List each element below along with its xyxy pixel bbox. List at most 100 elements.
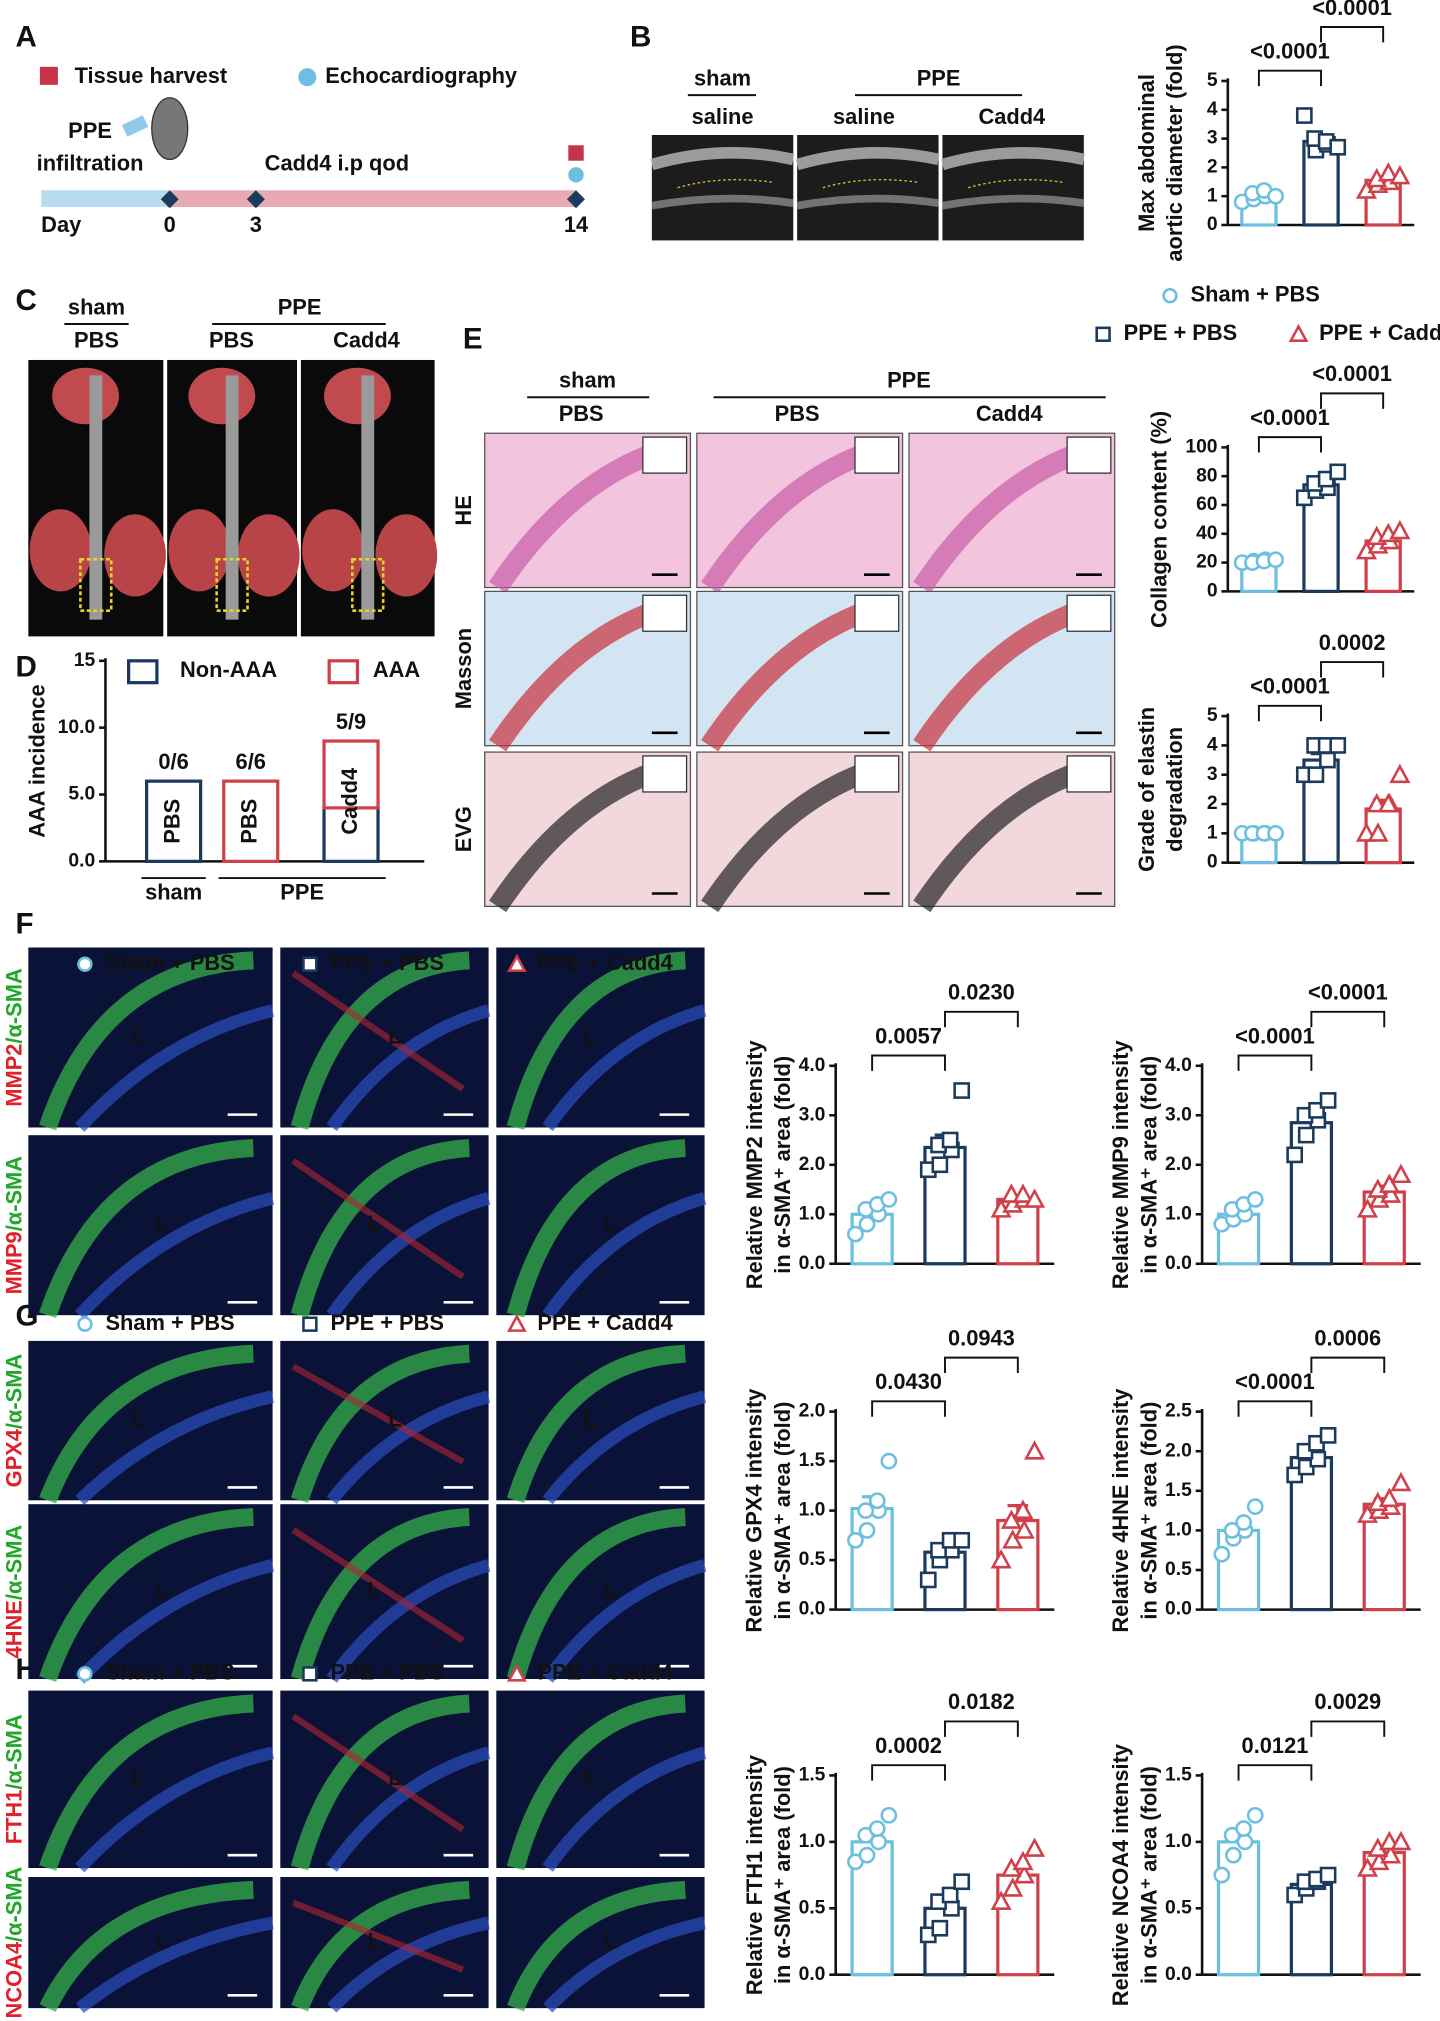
vessel-wall: [650, 147, 795, 171]
legend-icon: [506, 953, 527, 972]
y-tick-label: 1.0: [799, 1831, 826, 1852]
y-tick-label: 10.0: [58, 717, 95, 738]
tissue-signal: [290, 1139, 470, 1318]
aorta: [361, 375, 375, 620]
y-axis-label: Relative MMP2 intensity: [742, 1040, 767, 1290]
tissue-signal: [39, 1694, 254, 1871]
stain-marker: MMP9: [1, 1231, 26, 1294]
category-label: PBS: [159, 799, 184, 844]
legend-icon: [127, 659, 159, 685]
panel-label: B: [630, 20, 651, 53]
y-tick-label: 3.0: [1165, 1104, 1192, 1125]
y-axis-label: Relative FTH1 intensity: [742, 1754, 767, 1995]
tissue-signal: [506, 1344, 686, 1503]
aorta: [89, 375, 103, 620]
lumen-outline: [967, 179, 1065, 189]
data-point: [1225, 1846, 1242, 1864]
data-point: [1246, 1806, 1264, 1824]
data-point: [990, 1549, 1012, 1569]
data-point: [1223, 1522, 1241, 1539]
p-value: 0.0006: [1314, 1325, 1381, 1350]
stain-marker: /α-SMA: [1, 968, 26, 1044]
y-tick-label: 3: [1207, 764, 1218, 785]
p-value: 0.0121: [1242, 1733, 1309, 1758]
y-tick-label: 0: [1207, 580, 1218, 601]
y-axis-label: Collagen content (%): [1147, 411, 1172, 628]
data-point: [1319, 1092, 1337, 1109]
data-point: [1013, 1519, 1035, 1539]
significance-bracket: [1257, 704, 1322, 722]
p-value: <0.0001: [1250, 405, 1330, 430]
y-tick-label: 2: [1207, 793, 1218, 814]
tissue-signal: [75, 1746, 275, 1873]
column-subheader: PBS: [775, 401, 820, 426]
tissue-signal: [39, 1139, 254, 1319]
kidney: [104, 514, 166, 597]
y-tick-label: 1.5: [1165, 1480, 1192, 1501]
data-point: [1319, 1866, 1337, 1884]
lumen-label: L: [156, 1577, 169, 1602]
data-point: [1329, 138, 1347, 156]
tissue-signal: [326, 1192, 491, 1319]
data-point: [1213, 1866, 1231, 1884]
significance-bracket: [871, 1764, 946, 1781]
timeline-diamond: [160, 190, 179, 209]
stain-marker: FTH1: [1, 1790, 26, 1845]
vessel-wall: [795, 147, 940, 171]
lumen-label: L: [367, 1577, 380, 1602]
data-point: [919, 1571, 937, 1589]
significance-bracket: [1320, 661, 1385, 678]
data-point: [880, 1191, 898, 1208]
y-tick-label: 0.0: [799, 1599, 826, 1620]
value-label: 0/6: [158, 749, 188, 774]
data-point: [1024, 1440, 1046, 1460]
tissue-signal: [291, 970, 465, 1092]
tissue-signal: [75, 1559, 275, 1684]
data-point: [1012, 1183, 1034, 1203]
panel-label: D: [15, 650, 36, 683]
legend-text: Sham + PBS: [1191, 281, 1320, 306]
kidney: [302, 509, 364, 592]
vessel-wall: [796, 194, 940, 210]
kidney: [375, 514, 438, 597]
y-tick-label: 0.0: [68, 850, 95, 871]
y-axis-label: in α-SMA⁺ area (fold): [1136, 1766, 1161, 1984]
lumen-label: L: [388, 1023, 401, 1048]
data-point: [1378, 1487, 1400, 1508]
y-tick-label: 5: [1207, 705, 1218, 726]
column-subheader: Cadd4: [333, 328, 401, 353]
data-point: [1367, 822, 1389, 842]
bar-segment: [145, 779, 203, 863]
data-point: [953, 1531, 971, 1549]
data-point: [1024, 1188, 1046, 1208]
data-point: [990, 1890, 1012, 1911]
timeline-diamond: [567, 190, 586, 209]
y-tick-label: 2.0: [1165, 1440, 1192, 1461]
data-point: [1319, 1427, 1337, 1444]
y-tick-label: 20: [1196, 552, 1217, 573]
aorta: [225, 375, 239, 620]
legend-icon: [1095, 326, 1111, 342]
significance-bracket: [1237, 1764, 1313, 1781]
stain-label: 4HNE/α-SMA: [1, 1525, 26, 1659]
lumen-label: L: [388, 1765, 401, 1790]
p-value: 0.0057: [875, 1023, 942, 1048]
stain-marker: NCOA4: [1, 1941, 26, 2018]
significance-bracket: [944, 1356, 1019, 1374]
data-point: [1390, 1163, 1412, 1184]
bar: [1289, 1121, 1334, 1266]
stain-label: FTH1/α-SMA: [1, 1714, 26, 1844]
data-point: [1012, 1850, 1034, 1871]
column-subheader: saline: [833, 104, 895, 129]
y-tick-label: 1.5: [1165, 1765, 1192, 1786]
inset: [642, 594, 688, 632]
data-point: [1235, 1514, 1253, 1531]
p-value: 0.0029: [1314, 1689, 1381, 1714]
lumen-label: L: [388, 1406, 401, 1431]
lumen-label: L: [132, 1765, 145, 1790]
data-point: [931, 1156, 949, 1174]
y-axis-label: Grade of elastin: [1134, 707, 1159, 872]
y-tick-label: 0.0: [799, 1964, 826, 1985]
legend-text: Sham + PBS: [105, 950, 234, 975]
panel-label: E: [463, 323, 483, 356]
